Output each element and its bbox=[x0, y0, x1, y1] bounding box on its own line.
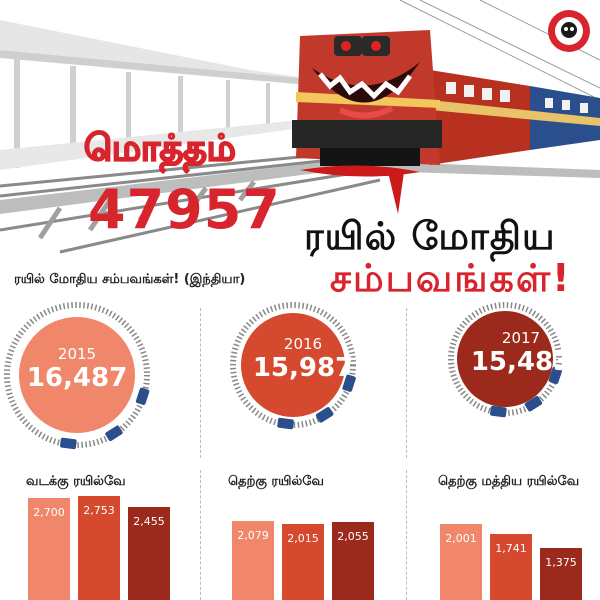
train-car-icon bbox=[60, 437, 77, 450]
bar-chart-south: 2,079 2,015 2,055 bbox=[232, 494, 382, 600]
bar-value-label: 2,700 bbox=[33, 506, 65, 519]
train-car-icon bbox=[315, 407, 334, 423]
region-title-south-central: தெற்கு மத்திய ரயில்வே bbox=[438, 474, 580, 489]
train-car-icon bbox=[490, 405, 507, 418]
year-total: 15,987 bbox=[252, 353, 354, 383]
track-ring bbox=[230, 302, 356, 430]
bar-value-label: 1,741 bbox=[495, 542, 527, 555]
bar-chart-south-central: 2,001 1,741 1,375 bbox=[440, 494, 590, 600]
bar bbox=[540, 548, 582, 600]
total-value: 47957 bbox=[88, 178, 281, 241]
bar bbox=[440, 524, 482, 600]
year-label: 2017 bbox=[501, 329, 541, 347]
region-title-north: வடக்கு ரயில்வே bbox=[26, 474, 126, 489]
train-car-icon bbox=[135, 387, 150, 405]
bar bbox=[490, 534, 532, 600]
bar-value-label: 2,753 bbox=[83, 504, 115, 517]
bar-value-label: 1,375 bbox=[545, 556, 577, 569]
train-car-icon bbox=[524, 396, 543, 412]
bar-chart-north: 2,700 2,753 2,455 bbox=[28, 494, 178, 600]
track-ring bbox=[4, 302, 150, 450]
bar bbox=[332, 522, 374, 600]
page-title-line1: ரயில் மோதிய bbox=[304, 214, 556, 258]
publisher-logo-icon bbox=[548, 10, 590, 52]
year-circle: 2016 15,987 bbox=[228, 300, 378, 450]
track-ring bbox=[448, 302, 563, 418]
bar bbox=[232, 521, 274, 600]
year-disc bbox=[19, 317, 135, 433]
year-total: 15,483 bbox=[470, 347, 572, 377]
region-title-south: தெற்கு ரயில்வே bbox=[228, 474, 324, 489]
bar bbox=[78, 496, 120, 600]
divider bbox=[200, 470, 201, 600]
bar-value-label: 2,001 bbox=[445, 532, 477, 545]
bar-value-label: 2,455 bbox=[133, 515, 165, 528]
train-illustration bbox=[0, 0, 600, 254]
bar-value-label: 2,079 bbox=[237, 529, 269, 542]
divider bbox=[406, 308, 407, 458]
train-car-icon bbox=[277, 417, 294, 430]
bar bbox=[282, 524, 324, 600]
bar-value-label: 2,015 bbox=[287, 532, 319, 545]
year-total: 16,487 bbox=[26, 363, 128, 393]
divider bbox=[200, 308, 201, 458]
divider bbox=[406, 470, 407, 600]
track-ring-sleepers bbox=[4, 302, 150, 448]
bar bbox=[28, 498, 70, 600]
train-car-icon bbox=[548, 366, 563, 385]
year-disc bbox=[457, 311, 553, 407]
national-subheading: ரயில் மோதிய சம்பவங்கள்! (இந்தியா) bbox=[14, 272, 246, 287]
total-label: மொத்தம் bbox=[83, 127, 237, 170]
bar-value-label: 2,055 bbox=[337, 530, 369, 543]
year-label: 2016 bbox=[283, 335, 323, 353]
year-circle: 2017 15,483 bbox=[446, 300, 596, 450]
train-car-icon bbox=[105, 425, 123, 442]
year-disc bbox=[241, 313, 345, 417]
year-label: 2015 bbox=[57, 345, 97, 363]
bar bbox=[128, 507, 170, 600]
year-circle: 2015 16,487 bbox=[2, 300, 152, 450]
track-ring-sleepers bbox=[230, 302, 356, 428]
train-car-icon bbox=[342, 374, 356, 392]
page-title-line2: சம்பவங்கள்! bbox=[330, 256, 572, 300]
